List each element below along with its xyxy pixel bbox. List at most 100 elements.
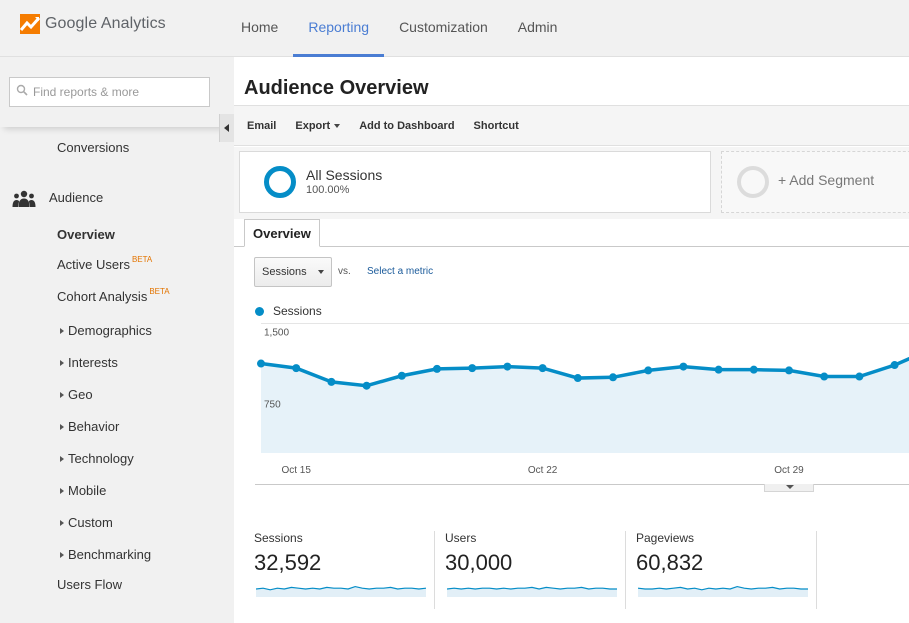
data-point xyxy=(538,364,547,373)
metric-label: Pageviews xyxy=(636,531,695,545)
nav-home[interactable]: Home xyxy=(241,19,279,35)
sidebar-item-active-users[interactable]: Active Users BETA xyxy=(57,255,153,272)
sparkline-line xyxy=(638,585,808,591)
data-point xyxy=(785,366,793,375)
sidebar-item-users-flow[interactable]: Users Flow xyxy=(57,577,122,592)
sidebar: Conversions Audience Overview Active Use… xyxy=(0,57,234,623)
sidebar-item-benchmarking[interactable]: Benchmarking xyxy=(60,547,151,562)
search-box[interactable] xyxy=(9,77,210,107)
sidebar-item-label: Benchmarking xyxy=(68,547,152,562)
data-point xyxy=(890,361,899,370)
top-bar: Google Analytics Home Reporting Customiz… xyxy=(0,0,909,57)
segment-all-sessions[interactable]: All Sessions 100.00% xyxy=(239,151,711,213)
data-point xyxy=(362,381,371,390)
tab-overview[interactable]: Overview xyxy=(244,219,320,247)
sidebar-item-label: Interests xyxy=(68,355,118,370)
search-input[interactable] xyxy=(33,85,203,99)
analytics-logo-icon xyxy=(19,14,41,34)
legend-marker xyxy=(255,307,264,316)
sparkline xyxy=(638,585,808,597)
metric-label: Users xyxy=(445,531,477,545)
caret-right-icon xyxy=(60,455,64,462)
sidebar-item-conversions[interactable]: Conversions xyxy=(57,140,130,155)
export-button[interactable]: Export xyxy=(295,120,341,132)
sidebar-item-label: Technology xyxy=(68,451,134,466)
search-area xyxy=(0,57,234,127)
data-point xyxy=(714,365,723,374)
sessions-chart: 1,500 750 Oct 15 Oct 22 Oct 29 xyxy=(257,323,909,476)
divider xyxy=(234,105,909,106)
y-tick-label: 750 xyxy=(264,400,281,411)
caret-right-icon xyxy=(60,519,64,526)
email-button[interactable]: Email xyxy=(247,119,277,132)
sidebar-item-demographics[interactable]: Demographics xyxy=(60,323,152,338)
chevron-down-icon xyxy=(318,270,324,274)
sidebar-item-mobile[interactable]: Mobile xyxy=(60,483,106,498)
data-point xyxy=(573,374,582,383)
shortcut-button[interactable]: Shortcut xyxy=(473,119,519,132)
data-point xyxy=(433,364,441,373)
sidebar-item-label: Geo xyxy=(68,387,93,402)
people-icon xyxy=(12,190,36,208)
add-to-dashboard-button[interactable]: Add to Dashboard xyxy=(359,119,455,132)
metric-card-pageviews[interactable]: Pageviews 60,832 xyxy=(636,531,816,609)
segment-ring-icon xyxy=(264,166,296,198)
sparkline xyxy=(256,585,426,597)
data-point xyxy=(855,372,864,381)
main-content: Audience Overview Email Export Add to Da… xyxy=(234,57,909,623)
caret-right-icon xyxy=(60,423,64,430)
tab-divider xyxy=(234,246,909,247)
divider xyxy=(625,531,626,609)
sidebar-item-behavior[interactable]: Behavior xyxy=(60,419,119,434)
legend-label: Sessions xyxy=(273,304,322,318)
collapse-sidebar-button[interactable] xyxy=(219,114,234,142)
sidebar-item-label: Behavior xyxy=(68,419,120,434)
data-point xyxy=(327,377,336,386)
metric-card-users[interactable]: Users 30,000 xyxy=(445,531,625,609)
sessions-area xyxy=(261,358,909,453)
sidebar-item-technology[interactable]: Technology xyxy=(60,451,134,466)
sessions-line xyxy=(260,356,909,388)
data-point xyxy=(609,373,617,382)
search-icon xyxy=(16,83,28,101)
select-metric-link[interactable]: Select a metric xyxy=(367,266,434,277)
caret-right-icon xyxy=(60,359,64,366)
metric-select[interactable]: Sessions xyxy=(254,257,332,287)
sparkline-area xyxy=(447,587,617,597)
metric-value: 30,000 xyxy=(445,550,513,575)
caret-right-icon xyxy=(60,391,64,398)
sparkline-area xyxy=(256,586,426,597)
divider xyxy=(434,531,435,609)
segment-bar: All Sessions 100.00% + Add Segment xyxy=(234,147,909,219)
sidebar-item-label: Custom xyxy=(68,515,113,530)
sidebar-item-cohort-analysis[interactable]: Cohort Analysis BETA xyxy=(57,287,170,304)
add-segment-button[interactable]: + Add Segment xyxy=(721,151,909,213)
sparkline-line xyxy=(447,586,617,590)
beta-badge: BETA xyxy=(131,255,153,264)
nav-admin[interactable]: Admin xyxy=(517,19,558,35)
sidebar-item-label: Users Flow xyxy=(57,577,123,592)
sidebar-item-overview[interactable]: Overview xyxy=(57,227,115,242)
nav-customization[interactable]: Customization xyxy=(399,19,488,35)
sidebar-item-geo[interactable]: Geo xyxy=(60,387,93,402)
main-nav: Home Reporting Customization Admin xyxy=(226,0,572,57)
x-tick-label: Oct 22 xyxy=(528,465,558,476)
chevron-down-icon xyxy=(334,123,341,128)
vs-label: vs. xyxy=(338,266,351,277)
x-tick-label: Oct 29 xyxy=(774,465,804,476)
data-point xyxy=(644,366,653,375)
sidebar-item-label: Mobile xyxy=(68,483,107,498)
sidebar-item-custom[interactable]: Custom xyxy=(60,515,113,530)
ga-logo[interactable]: Google Analytics xyxy=(19,14,166,34)
expand-chart-button[interactable] xyxy=(764,484,814,492)
metric-card-sessions[interactable]: Sessions 32,592 xyxy=(254,531,434,609)
sidebar-item-audience[interactable]: Audience xyxy=(49,190,104,205)
logo-text: Google Analytics xyxy=(45,15,166,32)
sparkline-area xyxy=(638,586,808,597)
sparkline-line xyxy=(256,585,426,591)
nav-reporting[interactable]: Reporting xyxy=(293,0,385,57)
data-point xyxy=(749,365,758,374)
sidebar-item-interests[interactable]: Interests xyxy=(60,355,118,370)
sidebar-item-label: Demographics xyxy=(68,323,152,338)
data-point xyxy=(292,364,301,373)
